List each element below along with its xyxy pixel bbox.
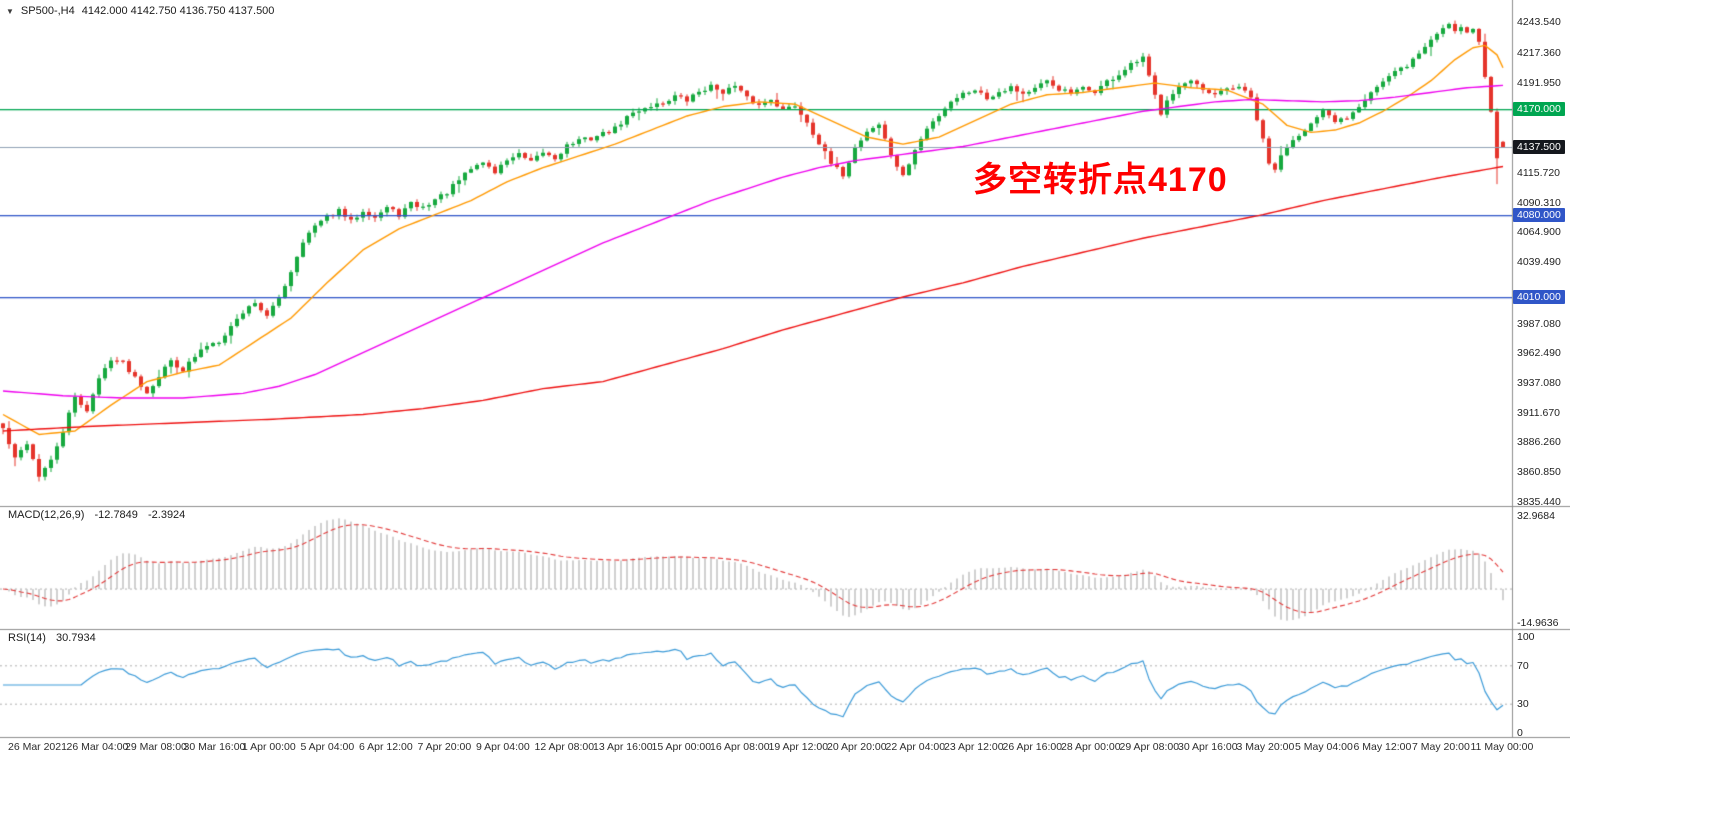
macd-indicator-label: MACD(12,26,9) -12.7849 -2.3924 <box>8 509 185 521</box>
rsi-indicator-label: RSI(14) 30.7934 <box>8 632 96 644</box>
price-chart-canvas[interactable] <box>0 0 1570 834</box>
annotation-text: 多空转折点4170 <box>973 161 1228 199</box>
time-axis-label: 11 May 00:00 <box>1470 741 1534 753</box>
price-badge: 4170.000 <box>1513 101 1565 116</box>
rsi-axis-label: 30 <box>1517 698 1529 711</box>
price-axis[interactable]: 4243.540 4217.360 4191.950 4115.720 4090.310… <box>1512 0 1570 760</box>
time-axis-label: 26 Mar 04:00 <box>66 741 129 753</box>
time-axis-label: 20 Apr 20:00 <box>827 741 887 753</box>
rsi-axis-label: 70 <box>1517 659 1529 672</box>
price-badge: 4137.500 <box>1513 140 1565 155</box>
price-tick-label: 3860.850 <box>1517 466 1561 479</box>
rsi-axis-label: 0 <box>1517 727 1523 739</box>
time-axis-label: 26 Apr 16:00 <box>1002 741 1063 753</box>
time-axis-label: 7 Apr 20:00 <box>417 741 472 753</box>
symbol-name: SP500-,H4 <box>20 5 75 17</box>
time-axis-label: 28 Apr 00:00 <box>1061 741 1121 753</box>
time-axis-label: 3 May 20:00 <box>1236 741 1295 753</box>
price-tick-label: 3911.670 <box>1517 406 1561 419</box>
price-tick-label: 4217.360 <box>1517 47 1561 60</box>
time-axis[interactable]: 26 Mar 2021 26 Mar 04:00 29 Mar 08:00 30 Ma… <box>0 738 1570 760</box>
symbol-header: ▼ SP500-,H4 4142.000 4142.750 4136.750 4… <box>6 5 274 17</box>
price-tick-label: 3937.080 <box>1517 376 1561 389</box>
time-axis-label: 19 Apr 12:00 <box>768 741 829 753</box>
time-axis-label: 30 Mar 16:00 <box>183 741 246 753</box>
time-axis-label: 29 Mar 08:00 <box>125 741 187 753</box>
time-axis-label: 30 Apr 16:00 <box>1178 741 1238 753</box>
time-axis-label: 13 Apr 16:00 <box>593 741 653 753</box>
time-axis-label: 5 May 04:00 <box>1295 741 1353 753</box>
price-badge: 4080.000 <box>1513 207 1565 222</box>
price-tick-label: 4039.490 <box>1517 256 1561 269</box>
symbol-ohlc-values: 4142.000 4142.750 4136.750 4137.500 <box>81 5 275 17</box>
time-axis-label: 6 May 12:00 <box>1353 741 1412 753</box>
time-axis-label: 26 Mar 2021 <box>8 741 67 753</box>
rsi-value: 30.7934 <box>55 632 96 644</box>
macd-axis-max-label: 32.9684 <box>1517 510 1555 522</box>
price-tick-label: 3835.440 <box>1517 496 1561 509</box>
time-axis-label: 1 Apr 00:00 <box>242 741 296 753</box>
price-tick-label: 3962.490 <box>1517 346 1561 359</box>
time-axis-label: 23 Apr 12:00 <box>944 741 1004 753</box>
rsi-name: RSI(14) <box>8 632 46 644</box>
price-tick-label: 4115.720 <box>1517 166 1561 179</box>
price-tick-label: 3886.260 <box>1517 436 1561 449</box>
time-axis-label: 9 Apr 04:00 <box>476 741 530 753</box>
time-axis-label: 29 Apr 08:00 <box>1119 741 1180 753</box>
price-tick-label: 4191.950 <box>1517 77 1561 90</box>
macd-main-value: -12.7849 <box>94 509 138 521</box>
time-axis-label: 7 May 20:00 <box>1412 741 1470 753</box>
time-axis-label: 5 Apr 04:00 <box>300 741 355 753</box>
macd-name: MACD(12,26,9) <box>8 509 85 521</box>
rsi-axis-label: 100 <box>1517 631 1535 643</box>
price-badge: 4010.000 <box>1513 289 1565 304</box>
price-tick-label: 3987.080 <box>1517 317 1561 330</box>
time-axis-label: 16 Apr 08:00 <box>710 741 770 753</box>
collapse-triangle-icon[interactable]: ▼ <box>6 6 14 16</box>
price-tick-label: 4090.310 <box>1517 196 1561 209</box>
macd-signal-value: -2.3924 <box>147 509 186 521</box>
price-tick-label: 4064.900 <box>1517 226 1561 239</box>
macd-axis-min-label: -14.9636 <box>1517 617 1559 629</box>
time-axis-label: 22 Apr 04:00 <box>885 741 946 753</box>
time-axis-label: 12 Apr 08:00 <box>534 741 595 753</box>
time-axis-label: 6 Apr 12:00 <box>359 741 413 753</box>
price-tick-label: 4243.540 <box>1517 16 1561 29</box>
time-axis-label: 15 Apr 00:00 <box>651 741 712 753</box>
